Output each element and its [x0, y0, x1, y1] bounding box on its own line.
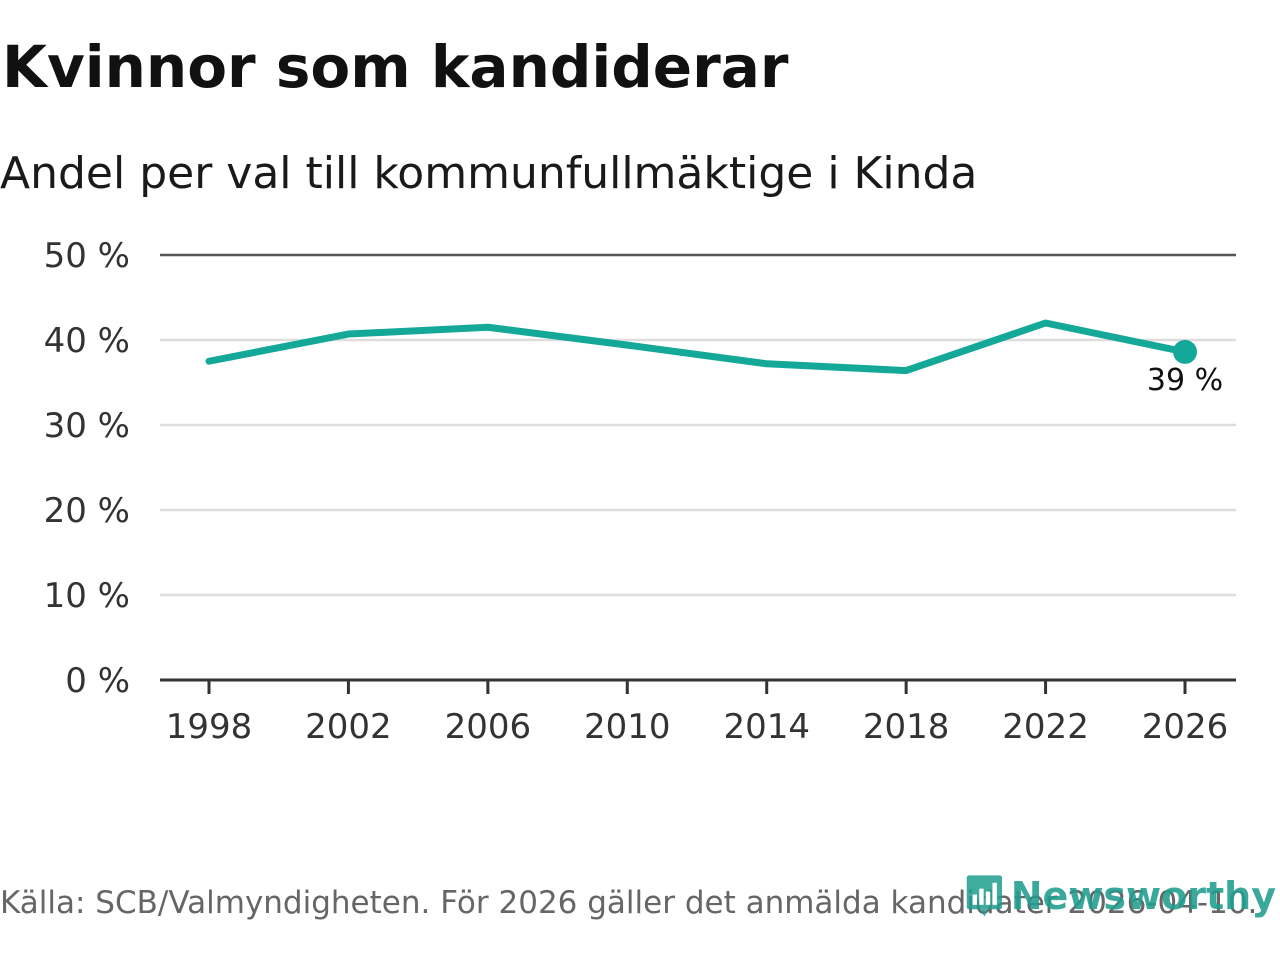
y-tick-label-10: 10 % — [44, 576, 130, 616]
x-axis: 1998 2002 2006 2010 2014 2018 2022 2026 — [160, 678, 1236, 747]
end-point — [1173, 339, 1197, 364]
y-tick-label-40: 40 % — [44, 321, 130, 361]
x-tick-label-2002: 2002 — [305, 707, 392, 747]
chart-subtitle: Andel per val till kommunfullmäktige i K… — [0, 148, 978, 199]
y-tick-label-20: 20 % — [44, 491, 130, 531]
grid-lines — [160, 253, 1236, 597]
y-tick-label-30: 30 % — [44, 406, 130, 446]
y-tick-label-50: 50 % — [44, 236, 130, 276]
series: 39 % — [205, 319, 1223, 398]
x-tick-label-1998: 1998 — [166, 707, 253, 747]
series-line-0 — [205, 319, 1189, 375]
bar-chart-logo-icon — [966, 875, 1003, 917]
chart-title: Kvinnor som kandiderar — [2, 33, 789, 101]
y-tick-label-0: 0 % — [65, 661, 130, 701]
y-tick-labels: 0 % 10 % 20 % 30 % 40 % 50 % — [44, 236, 130, 701]
x-tick-label-2010: 2010 — [584, 707, 671, 747]
brand-name: Newsworthy — [1010, 874, 1276, 918]
line-chart: 0 % 10 % 20 % 30 % 40 % 50 % 1998 2002 2006 2010… — [44, 236, 1236, 747]
x-tick-label-2006: 2006 — [445, 707, 532, 747]
x-tick-label-2018: 2018 — [863, 707, 950, 747]
x-tick-label-2022: 2022 — [1002, 707, 1089, 747]
end-value-label: 39 % — [1147, 363, 1223, 398]
source-note: Källa: SCB/Valmyndigheten. För 2026 gäll… — [0, 885, 1258, 921]
x-tick-label-2014: 2014 — [723, 707, 810, 747]
x-tick-label-2026: 2026 — [1142, 707, 1229, 747]
newsworthy-logo: Newsworthy — [966, 866, 1276, 926]
